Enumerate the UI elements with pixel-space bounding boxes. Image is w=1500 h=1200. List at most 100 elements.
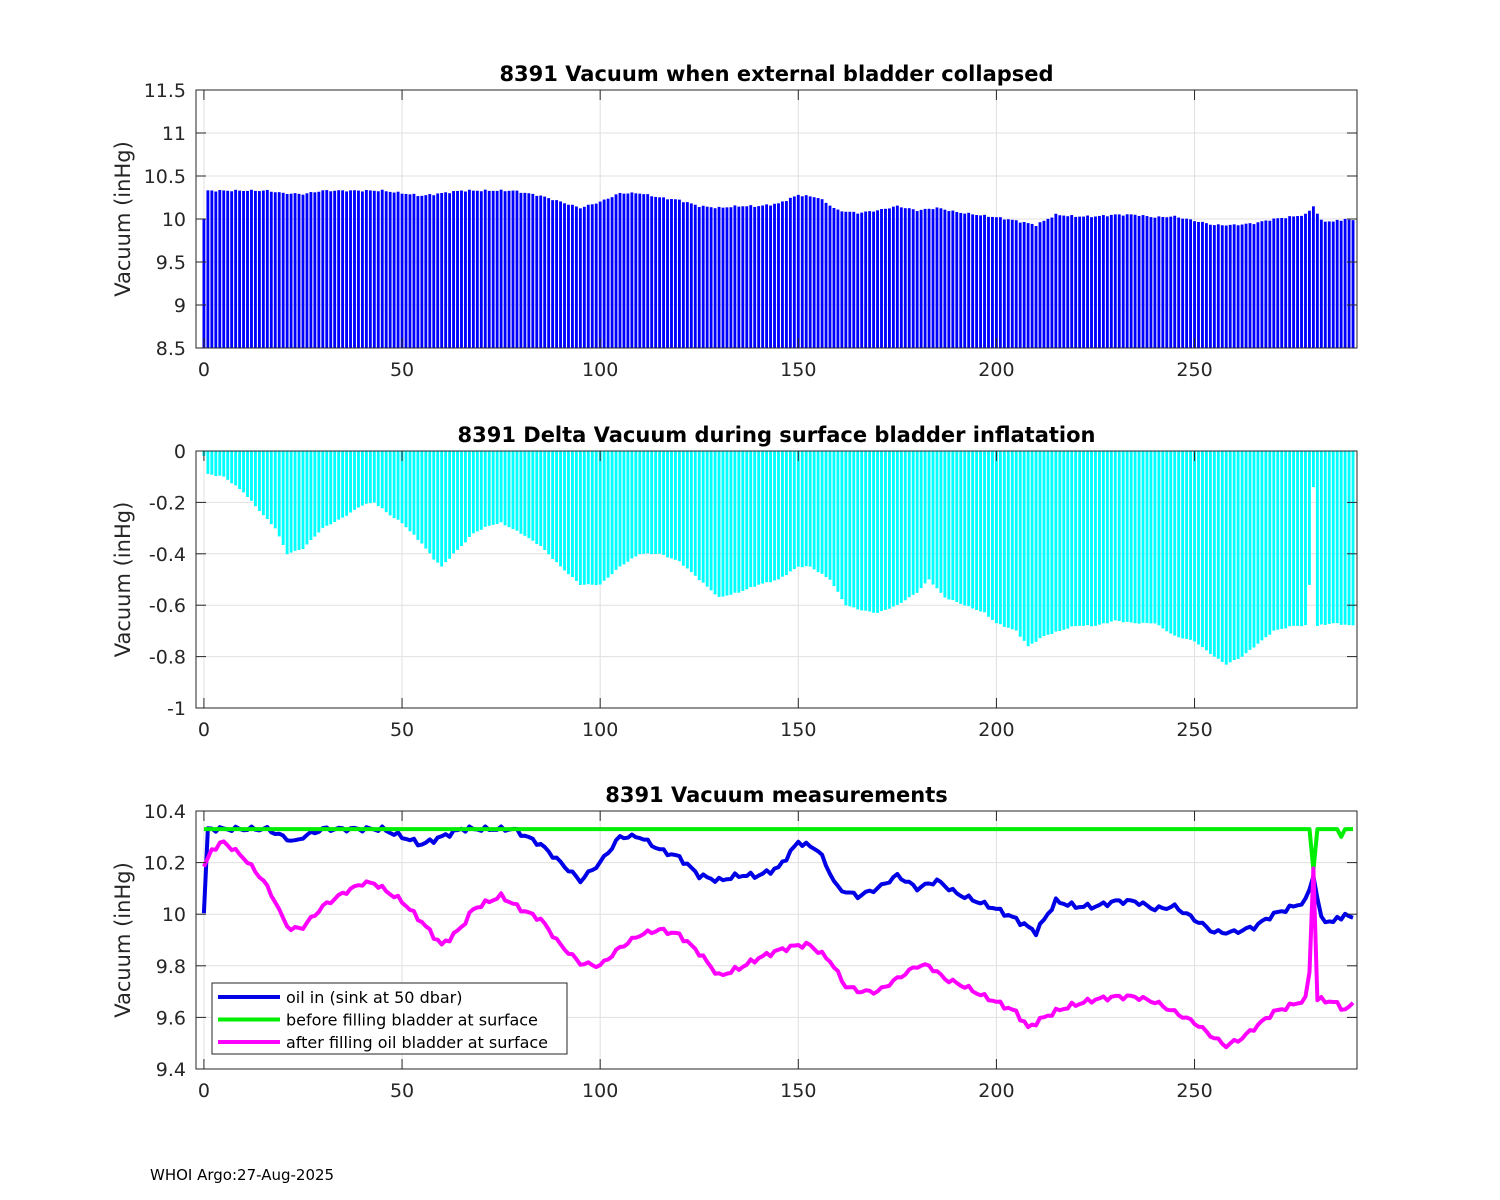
bar xyxy=(840,451,844,600)
bar xyxy=(733,205,737,348)
y-tick-label: 10 xyxy=(162,209,186,231)
bar xyxy=(888,208,891,348)
bar xyxy=(388,191,392,348)
bar xyxy=(582,206,586,348)
bar xyxy=(1161,451,1165,629)
bar xyxy=(436,451,440,563)
bar xyxy=(1284,451,1288,629)
bar xyxy=(325,190,329,348)
panel-2: 0 50 100 150 200 250 -1 -0.8 -0.6 -0.4 -0.2 0 8391 D… xyxy=(111,423,1358,741)
bar xyxy=(757,451,761,585)
bar xyxy=(218,190,222,348)
x-tick-label: 250 xyxy=(1176,359,1212,381)
bar xyxy=(951,451,955,601)
x-tick-label: 250 xyxy=(1176,1080,1212,1102)
bar xyxy=(428,194,432,348)
bar xyxy=(677,199,681,348)
bar xyxy=(483,189,487,348)
y-tick-label: -1 xyxy=(167,698,186,720)
bar xyxy=(943,451,947,598)
bar xyxy=(396,191,400,348)
bar xyxy=(642,194,646,348)
bar xyxy=(1292,451,1296,626)
bar xyxy=(705,451,709,587)
bar xyxy=(1066,451,1070,629)
bar xyxy=(559,201,562,348)
bar xyxy=(1117,451,1121,621)
bar xyxy=(634,451,638,557)
bar xyxy=(507,190,511,348)
bar xyxy=(1149,451,1153,624)
bar xyxy=(610,451,614,575)
bar xyxy=(602,199,606,348)
bar xyxy=(539,451,543,546)
bar xyxy=(761,205,765,348)
bar xyxy=(408,451,412,532)
bar xyxy=(1018,222,1022,348)
bar xyxy=(844,451,848,606)
bar xyxy=(658,451,662,554)
bar xyxy=(1216,451,1220,659)
bar xyxy=(943,209,947,348)
bar xyxy=(812,451,816,570)
bar xyxy=(784,451,788,576)
bar xyxy=(1327,221,1331,348)
bar xyxy=(907,208,911,348)
bar xyxy=(1347,219,1351,348)
bar xyxy=(880,208,883,348)
bar xyxy=(689,451,693,573)
bar xyxy=(491,190,495,348)
bar xyxy=(670,451,673,559)
bar xyxy=(368,190,372,348)
bar xyxy=(511,190,515,348)
bar xyxy=(574,451,578,581)
bar xyxy=(400,451,404,524)
bar xyxy=(681,202,685,348)
bar xyxy=(1244,451,1248,654)
bar xyxy=(329,451,333,525)
bar xyxy=(1240,451,1244,657)
bar xyxy=(1323,451,1327,625)
bar xyxy=(1276,218,1280,348)
bar xyxy=(705,206,709,348)
bar xyxy=(697,451,701,581)
bar xyxy=(1232,451,1236,661)
bar xyxy=(697,207,701,348)
bar xyxy=(848,211,852,348)
bar xyxy=(1141,215,1145,348)
bar xyxy=(693,204,697,348)
bar xyxy=(337,451,341,520)
bar xyxy=(436,193,440,348)
bar xyxy=(733,451,737,593)
bar xyxy=(1300,451,1303,627)
bar xyxy=(895,451,899,605)
y-tick-label: 8.5 xyxy=(156,338,186,360)
plot-marks xyxy=(202,189,1355,348)
bar xyxy=(301,451,305,550)
bar xyxy=(297,193,301,348)
bar xyxy=(951,210,955,348)
bar xyxy=(1177,451,1181,638)
bar xyxy=(535,195,539,348)
bar xyxy=(337,190,341,348)
bar xyxy=(1078,216,1082,348)
bar xyxy=(1327,451,1331,624)
bar xyxy=(1038,222,1042,348)
bar xyxy=(333,190,337,348)
bar xyxy=(1046,218,1050,348)
bar xyxy=(543,451,547,550)
bar xyxy=(503,451,507,526)
bar xyxy=(1339,220,1343,348)
bar xyxy=(769,451,772,583)
bar xyxy=(357,190,360,348)
bar xyxy=(1216,224,1220,348)
bar xyxy=(872,451,876,613)
bar xyxy=(602,451,606,581)
bar xyxy=(360,451,364,506)
bar xyxy=(1236,451,1240,659)
bar xyxy=(499,189,503,348)
bar xyxy=(1212,225,1216,348)
bar xyxy=(273,451,277,529)
bar xyxy=(380,189,384,348)
bar xyxy=(1022,451,1026,641)
